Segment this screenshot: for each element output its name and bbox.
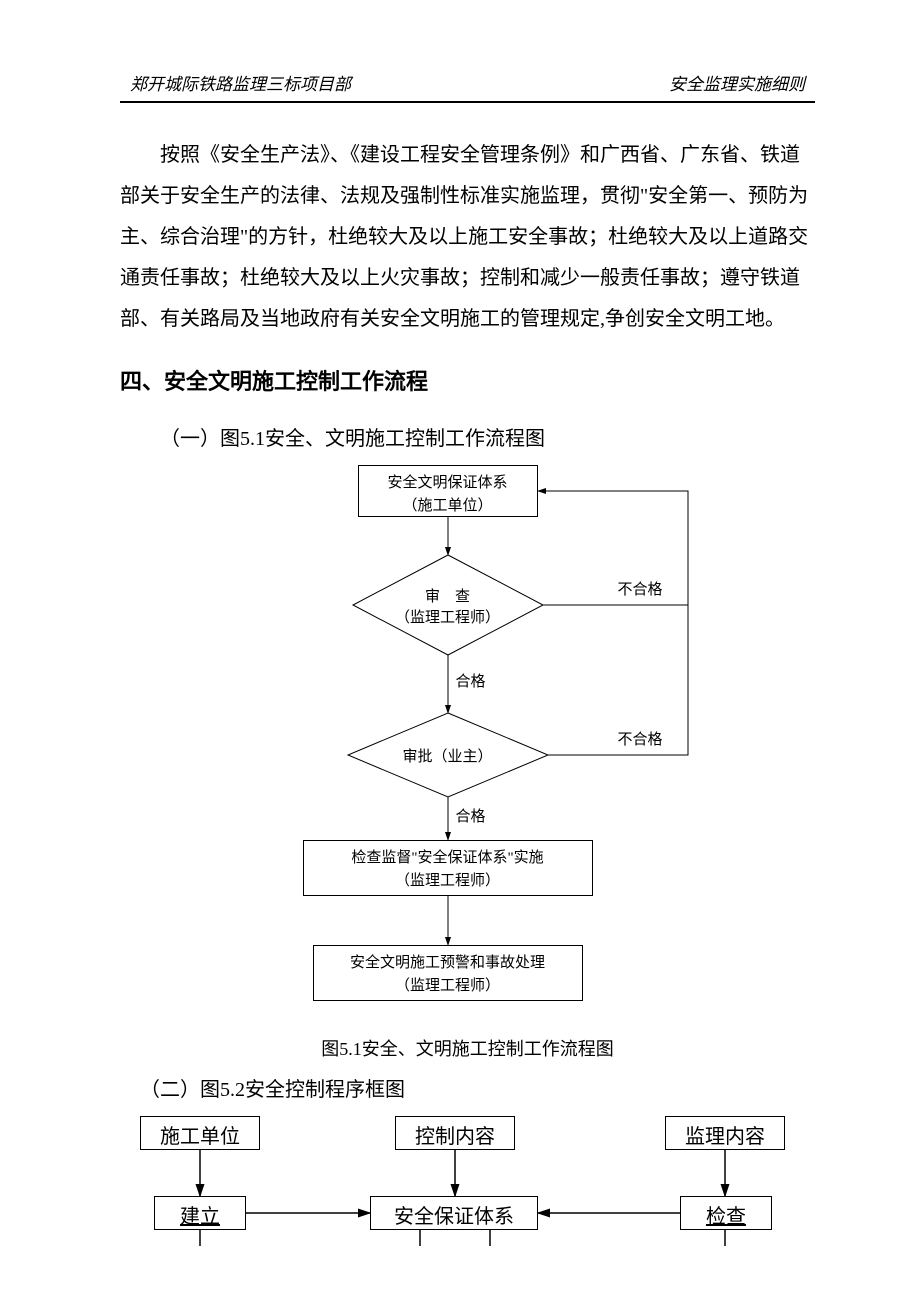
body-paragraph: 按照《安全生产法》、《建设工程安全管理条例》和广西省、广东省、铁道部关于安全生产… <box>120 135 815 340</box>
flow-node: 安全文明保证体系（施工单位） <box>358 465 538 517</box>
page-header: 郑开城际铁路监理三标项目部 安全监理实施细则 <box>120 70 815 103</box>
subheading-2: （二）图5.2安全控制程序框图 <box>120 1073 815 1102</box>
flowchart-5-1: 合格合格不合格不合格安全文明保证体系（施工单位）审 查（监理工程师）审批（业主）… <box>228 465 708 1025</box>
flow-node: 检查监督"安全保证体系"实施（监理工程师） <box>303 840 593 896</box>
flow-node: 建立 <box>154 1196 246 1230</box>
flow-node: 监理内容 <box>665 1116 785 1150</box>
flow-node: 施工单位 <box>140 1116 260 1150</box>
subheading-1: （一）图5.1安全、文明施工控制工作流程图 <box>120 422 815 451</box>
flow-node: 检查 <box>680 1196 772 1230</box>
flow-node: 安全文明施工预警和事故处理（监理工程师） <box>313 945 583 1001</box>
flow-node: 控制内容 <box>395 1116 515 1150</box>
flow-node: 审 查（监理工程师） <box>358 587 538 629</box>
figure-caption-1: 图5.1安全、文明施工控制工作流程图 <box>120 1035 815 1061</box>
flow-node: 审批（业主） <box>358 747 538 768</box>
section-heading: 四、安全文明施工控制工作流程 <box>120 364 815 396</box>
flow-node: 安全保证体系 <box>370 1196 538 1230</box>
header-right: 安全监理实施细则 <box>669 70 805 95</box>
header-left: 郑开城际铁路监理三标项目部 <box>130 70 351 95</box>
flowchart-5-2: 施工单位 控制内容 监理内容建立 安全保证体系 检查 <box>110 1116 810 1246</box>
